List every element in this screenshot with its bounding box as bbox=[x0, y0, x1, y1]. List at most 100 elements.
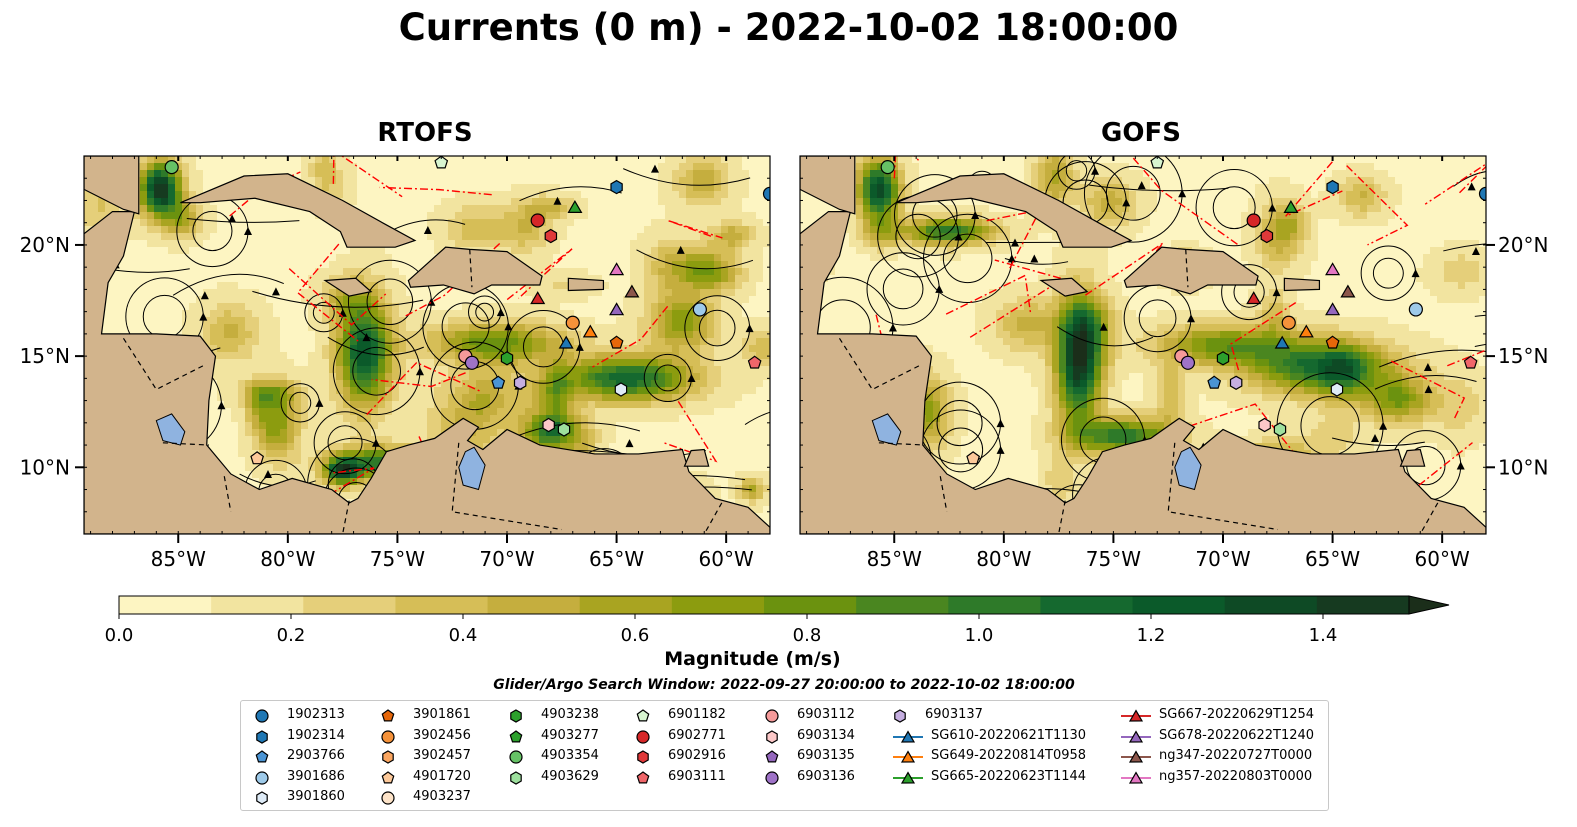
colorbar: 0.0 0.2 0.4 0.6 0.8 1.0 1.2 1.4 bbox=[105, 595, 1450, 646]
land bbox=[84, 156, 770, 534]
lat-tick-label: 10°N bbox=[20, 455, 70, 479]
legend-label: 6901182 bbox=[668, 707, 726, 722]
legend-marker bbox=[1121, 709, 1151, 722]
legend-marker-shape bbox=[255, 709, 269, 723]
colorbar-extend-arrow bbox=[1408, 595, 1450, 615]
legend-marker-shape bbox=[509, 750, 523, 764]
legend-marker bbox=[382, 750, 394, 764]
land bbox=[800, 156, 1486, 534]
legend-marker-shape bbox=[510, 709, 522, 723]
legend-label: 6903134 bbox=[797, 727, 855, 743]
map-frame bbox=[83, 155, 771, 535]
legend-label: 4901720 bbox=[413, 768, 471, 784]
colorbar-segment bbox=[1132, 596, 1226, 614]
legend-marker bbox=[765, 770, 779, 785]
obs-marker-SG678-20220622T1240 bbox=[609, 302, 625, 316]
obs-marker-6903134 bbox=[542, 417, 555, 433]
legend-marker-shape bbox=[765, 750, 779, 763]
lon-tick-label: 65°W bbox=[1305, 547, 1360, 571]
obs-marker-4903354 bbox=[164, 160, 179, 175]
legend-marker-shape bbox=[255, 770, 269, 785]
obs-marker-ng347-20220727T0000 bbox=[1340, 284, 1356, 298]
legend-label: SG665-20220623T1144 bbox=[931, 768, 1087, 784]
legend-marker bbox=[255, 750, 269, 763]
legend-marker bbox=[636, 770, 650, 783]
observations bbox=[880, 156, 1486, 465]
legend-label: 4903629 bbox=[541, 768, 599, 784]
obs-marker-3901861 bbox=[1325, 335, 1340, 349]
legend-label: 6903112 bbox=[797, 707, 855, 722]
map-panel-rtofs: 85°W 80°W 75°W 70°W 65°W 60°W 10°N 15°N 20°N bbox=[20, 155, 771, 571]
legend-marker-shape bbox=[510, 770, 522, 785]
obs-marker-6902771 bbox=[530, 213, 545, 228]
colorbar-frame bbox=[118, 595, 1410, 615]
legend-label: SG678-20220622T1240 bbox=[1159, 727, 1315, 743]
country-borders bbox=[122, 249, 723, 534]
obs-marker-1902314 bbox=[610, 179, 623, 195]
legend-marker bbox=[255, 770, 269, 785]
colorbar-tick-label: 0.4 bbox=[449, 625, 478, 646]
obs-marker-SG649-20220814T0958 bbox=[1298, 324, 1314, 338]
legend-marker-shape bbox=[381, 729, 395, 744]
obs-marker-1902314 bbox=[1326, 179, 1339, 195]
legend-marker bbox=[1121, 770, 1151, 784]
colorbar-segment bbox=[211, 596, 304, 614]
legend-marker bbox=[255, 709, 269, 723]
legend: 1902313 1902314 2903766 3901686 3901860 39018… bbox=[240, 700, 1329, 811]
legend-label: 3902456 bbox=[413, 727, 471, 743]
colorbar-tick-label: 0.2 bbox=[277, 625, 306, 646]
legend-marker bbox=[1121, 750, 1151, 763]
panel-title-gofs: GOFS bbox=[1101, 118, 1181, 148]
panel-title-rtofs: RTOFS bbox=[377, 118, 473, 148]
legend-marker-shape bbox=[636, 709, 650, 722]
lat-tick-label: 15°N bbox=[20, 344, 70, 368]
obs-marker-ng347-20220727T0000 bbox=[624, 284, 640, 298]
legend-marker bbox=[893, 770, 923, 784]
legend-marker bbox=[636, 729, 650, 744]
colorbar-segment bbox=[579, 596, 673, 614]
obs-marker-6901182 bbox=[1150, 156, 1165, 169]
legend-label: SG649-20220814T0958 bbox=[931, 748, 1087, 763]
legend-marker-shape bbox=[636, 770, 650, 783]
lat-tick-label: 15°N bbox=[1498, 344, 1548, 368]
legend-marker-shape bbox=[381, 709, 395, 722]
obs-marker-3901861 bbox=[609, 335, 624, 349]
obs-marker-3902456 bbox=[1281, 315, 1296, 330]
legend-marker bbox=[381, 729, 395, 744]
legend-label: 3901686 bbox=[287, 768, 345, 784]
legend-marker-shape bbox=[381, 770, 395, 783]
colorbar-segment bbox=[303, 596, 396, 614]
lon-tick-label: 60°W bbox=[699, 547, 754, 571]
legend-marker-shape bbox=[900, 729, 916, 743]
legend-marker-shape bbox=[1128, 770, 1144, 784]
legend-marker-shape bbox=[900, 750, 916, 763]
legend-label: 6903136 bbox=[797, 768, 855, 784]
obs-marker-6903136 bbox=[464, 355, 480, 370]
legend-label: SG610-20220621T1130 bbox=[931, 727, 1087, 743]
colorbar-segment bbox=[487, 596, 581, 614]
obs-marker-ng357-20220803T0000 bbox=[609, 262, 625, 276]
obs-marker-6903111 bbox=[1463, 355, 1478, 369]
obs-marker-4903238 bbox=[1216, 351, 1230, 366]
colorbar-segment bbox=[1316, 596, 1410, 614]
legend-marker-shape bbox=[1128, 750, 1144, 763]
legend-marker-shape bbox=[381, 791, 395, 805]
legend-marker bbox=[256, 791, 268, 805]
legend-marker bbox=[381, 770, 395, 783]
obs-marker-6902771 bbox=[1246, 213, 1261, 228]
colorbar-tick-label: 0.0 bbox=[105, 625, 134, 646]
obs-marker-SG665-20220623T1144 bbox=[567, 199, 583, 213]
legend-label: 6903111 bbox=[668, 768, 726, 784]
legend-marker-shape bbox=[509, 729, 523, 742]
legend-marker-shape bbox=[382, 750, 394, 764]
legend-marker bbox=[636, 709, 650, 722]
obs-marker-3901686 bbox=[692, 302, 707, 317]
legend-marker bbox=[509, 729, 523, 742]
colorbar-segment bbox=[1224, 596, 1318, 614]
legend-label: 6903135 bbox=[797, 748, 855, 763]
legend-marker bbox=[893, 750, 923, 763]
obs-marker-ng357-20220803T0000 bbox=[1325, 262, 1341, 276]
obs-marker-SG667-20220629T1254 bbox=[1246, 291, 1262, 305]
lon-tick-label: 80°W bbox=[260, 547, 315, 571]
